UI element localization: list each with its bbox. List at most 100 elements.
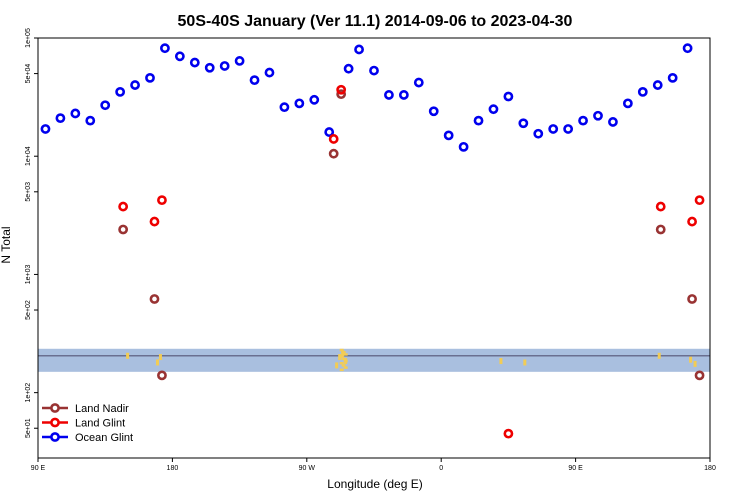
data-point-ocean-glint xyxy=(249,75,260,86)
data-point-land-nadir xyxy=(694,370,705,381)
data-point-land-nadir xyxy=(328,148,339,159)
data-point-ocean-glint xyxy=(294,98,305,109)
x-tick-label: 90 E xyxy=(568,465,583,472)
data-point-ocean-glint xyxy=(593,110,603,121)
x-axis-label: Longitude (deg E) xyxy=(327,477,422,491)
data-point-land-nadir xyxy=(655,224,666,235)
band-speckle xyxy=(339,348,344,352)
y-tick-label: 5e+04 xyxy=(25,64,32,84)
y-tick-label: 1e+04 xyxy=(25,146,32,166)
y-tick-label: 1e+03 xyxy=(25,264,32,284)
data-point-ocean-glint xyxy=(398,90,409,100)
band-speckle xyxy=(155,359,159,366)
plot-area: 90 E 180 90 W 0 90 E 180 1e+05 5e+04 1e+04 5e+03 1… xyxy=(25,28,716,472)
data-point-ocean-glint xyxy=(264,67,275,78)
x-tick-label: 0 xyxy=(439,465,443,472)
band-speckle xyxy=(689,356,693,363)
data-point-ocean-glint xyxy=(563,124,574,134)
data-point-land-glint xyxy=(694,195,705,206)
data-point-ocean-glint xyxy=(369,65,379,76)
data-point-ocean-glint xyxy=(309,94,320,105)
band-speckle xyxy=(339,355,344,358)
legend-label-land-glint: Land Glint xyxy=(75,418,125,430)
legend-marker-land-nadir xyxy=(50,403,60,413)
data-point-land-glint xyxy=(503,428,514,439)
data-point-ocean-glint xyxy=(115,86,126,97)
band-speckle xyxy=(523,359,527,366)
data-point-ocean-glint xyxy=(174,51,185,62)
plot-frame xyxy=(37,37,711,459)
data-point-ocean-glint xyxy=(189,57,200,68)
band-speckle xyxy=(341,350,346,354)
chart-title: 50S-40S January (Ver 11.1) 2014-09-06 to… xyxy=(178,13,573,30)
data-point-land-nadir xyxy=(687,294,697,304)
y-tick-label: 5e+01 xyxy=(25,418,32,438)
band-speckle xyxy=(499,358,503,365)
data-point-ocean-glint xyxy=(637,86,648,97)
data-point-ocean-glint xyxy=(130,80,140,90)
band-speckle xyxy=(339,368,344,372)
band-speckle xyxy=(657,352,661,359)
data-point-ocean-glint xyxy=(204,62,215,73)
data-point-ocean-glint xyxy=(70,108,81,119)
band-speckle xyxy=(158,354,162,361)
data-point-ocean-glint xyxy=(608,117,618,127)
data-point-ocean-glint xyxy=(219,61,230,71)
data-point-ocean-glint xyxy=(145,72,155,83)
reference-band xyxy=(38,348,710,372)
data-point-ocean-glint xyxy=(488,104,499,115)
data-point-ocean-glint xyxy=(443,130,454,141)
data-point-ocean-glint xyxy=(667,72,678,83)
data-point-ocean-glint xyxy=(354,44,364,55)
band-speckle xyxy=(339,361,344,365)
legend-label-land-nadir: Land Nadir xyxy=(75,403,129,415)
data-point-ocean-glint xyxy=(533,128,544,139)
data-point-ocean-glint xyxy=(428,106,439,117)
data-point-ocean-glint xyxy=(40,124,51,134)
data-point-ocean-glint xyxy=(548,124,559,134)
data-point-land-glint xyxy=(328,134,339,144)
data-point-ocean-glint xyxy=(518,118,529,129)
data-point-ocean-glint xyxy=(343,63,354,74)
data-point-ocean-glint xyxy=(578,115,588,126)
data-point-land-glint xyxy=(655,201,666,212)
band-speckle xyxy=(343,366,348,369)
data-point-land-nadir xyxy=(118,224,129,235)
x-tick-label: 90 W xyxy=(299,465,316,472)
data-point-ocean-glint xyxy=(85,115,96,126)
data-point-ocean-glint xyxy=(324,127,335,137)
band-speckle xyxy=(126,352,130,359)
y-tick-label: 1e+05 xyxy=(25,28,32,48)
data-point-land-nadir xyxy=(336,89,347,100)
data-point-land-nadir xyxy=(149,294,160,304)
data-point-ocean-glint xyxy=(55,113,66,124)
data-point-land-glint xyxy=(118,201,129,212)
data-point-ocean-glint xyxy=(622,98,633,109)
data-point-land-glint xyxy=(149,216,160,227)
data-point-land-glint xyxy=(687,216,697,227)
x-tick-label: 180 xyxy=(704,465,716,472)
data-point-ocean-glint xyxy=(473,115,484,126)
band-speckle xyxy=(335,362,339,369)
band-speckle xyxy=(341,364,346,367)
legend-marker-land-glint xyxy=(50,417,60,428)
data-point-ocean-glint xyxy=(384,90,394,100)
legend-label-ocean-glint: Ocean Glint xyxy=(75,432,133,444)
band-speckle xyxy=(343,353,348,356)
data-point-ocean-glint xyxy=(279,102,290,113)
legend-marker-ocean-glint xyxy=(50,432,60,442)
data-point-ocean-glint xyxy=(160,43,170,54)
y-tick-label: 1e+02 xyxy=(25,383,32,403)
data-point-ocean-glint xyxy=(413,77,424,88)
data-point-ocean-glint xyxy=(652,80,663,90)
data-point-land-glint xyxy=(336,84,347,95)
data-point-land-glint xyxy=(157,195,167,206)
y-tick-label: 5e+02 xyxy=(25,300,32,320)
data-point-ocean-glint xyxy=(682,43,693,54)
data-point-ocean-glint xyxy=(503,91,514,102)
band-speckle xyxy=(693,360,697,367)
band-speckle xyxy=(341,357,346,361)
data-point-ocean-glint xyxy=(458,141,469,152)
data-point-ocean-glint xyxy=(234,56,245,66)
